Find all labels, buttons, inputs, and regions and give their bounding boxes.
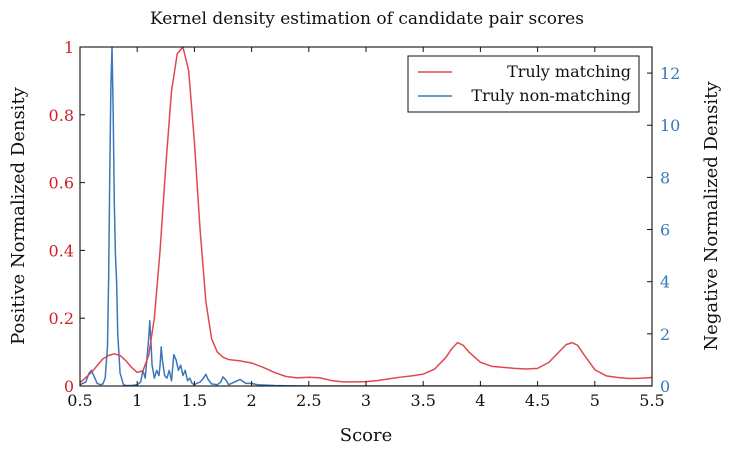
x-axis-label: Score xyxy=(340,425,393,446)
left-axis-ticks: 0 0.2 0.4 0.6 0.8 1 xyxy=(49,38,85,396)
x-tick-label: 5 xyxy=(590,391,600,410)
series-line-truly-matching xyxy=(80,46,652,384)
right-tick-label: 8 xyxy=(660,168,670,187)
right-tick-label: 12 xyxy=(660,64,680,83)
x-tick-label: 1.5 xyxy=(182,391,207,410)
chart-title: Kernel density estimation of candidate p… xyxy=(150,9,584,29)
x-tick-label: 3 xyxy=(361,391,371,410)
right-axis-label: Negative Normalized Density xyxy=(701,81,722,351)
left-tick-label: 0.6 xyxy=(49,174,74,193)
x-tick-label: 1 xyxy=(132,391,142,410)
x-tick-label: 5.5 xyxy=(639,391,664,410)
legend: Truly matching Truly non-matching xyxy=(407,55,640,113)
right-tick-label: 2 xyxy=(660,325,670,344)
left-tick-label: 1 xyxy=(64,38,74,57)
x-tick-label: 4.5 xyxy=(525,391,550,410)
left-tick-label: 0.2 xyxy=(49,309,74,328)
right-tick-label: 0 xyxy=(660,377,670,396)
right-tick-label: 6 xyxy=(660,221,670,240)
right-axis-ticks: 0 2 4 6 8 10 12 xyxy=(647,64,680,396)
right-tick-label: 10 xyxy=(660,116,680,135)
x-axis-ticks: 0.5 1 1.5 2 2.5 3 3.5 4 4.5 5 5.5 xyxy=(67,47,665,410)
series-line-truly-non-matching xyxy=(80,46,652,386)
left-tick-label: 0 xyxy=(64,377,74,396)
legend-label-truly-non-matching: Truly non-matching xyxy=(471,86,631,105)
x-tick-label: 2 xyxy=(247,391,257,410)
legend-label-truly-matching: Truly matching xyxy=(507,62,631,81)
x-tick-label: 2.5 xyxy=(296,391,321,410)
x-tick-label: 0.5 xyxy=(67,391,92,410)
x-tick-label: 4 xyxy=(475,391,485,410)
x-tick-label: 3.5 xyxy=(410,391,435,410)
plot-lines xyxy=(80,46,652,386)
left-axis-label: Positive Normalized Density xyxy=(8,86,29,345)
right-tick-label: 4 xyxy=(660,273,670,292)
left-tick-label: 0.8 xyxy=(49,106,74,125)
legend-box xyxy=(407,55,640,113)
left-tick-label: 0.4 xyxy=(49,241,74,260)
